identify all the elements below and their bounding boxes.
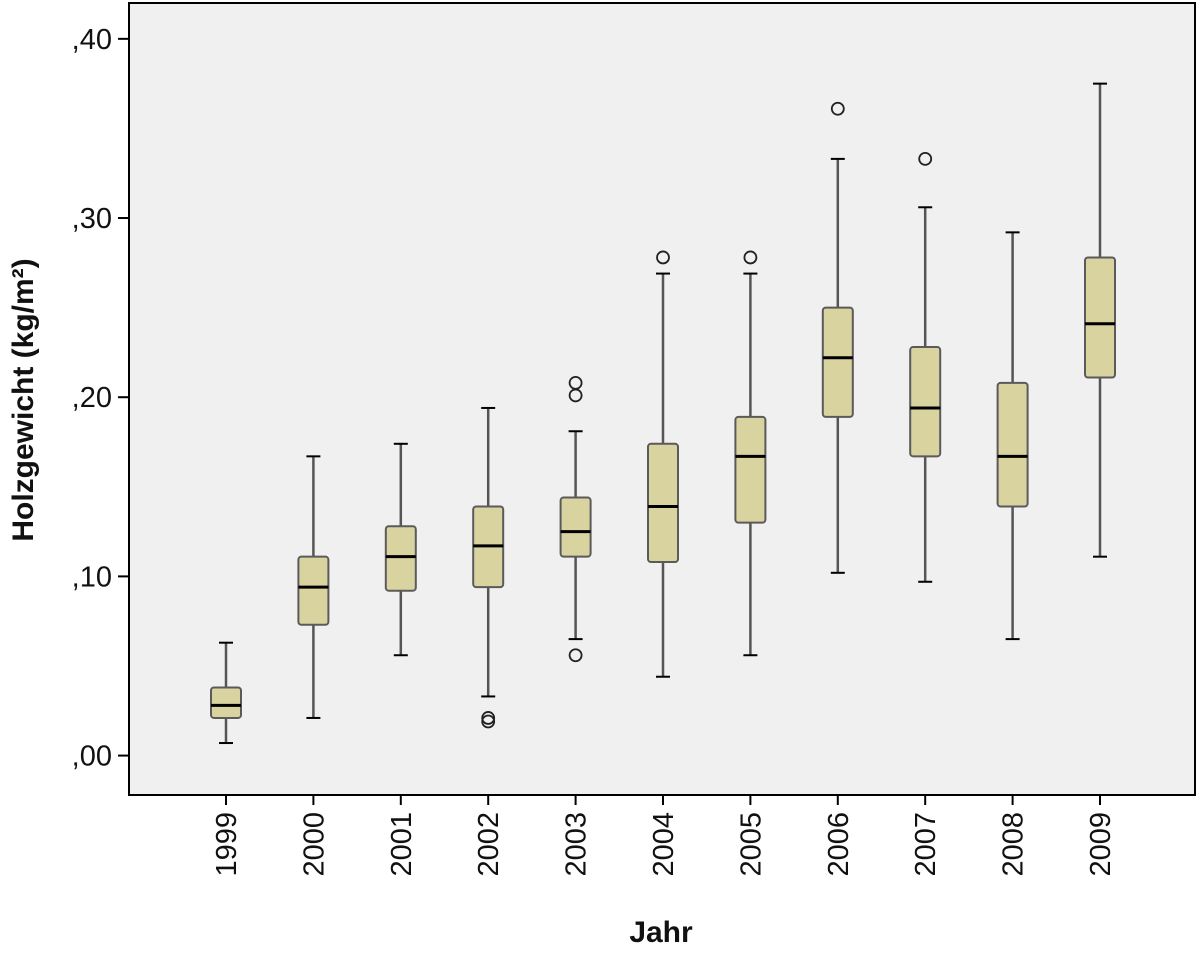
x-tick-label: 1999 xyxy=(211,812,243,877)
y-tick-label: ,00 xyxy=(72,741,112,773)
box-2009 xyxy=(1084,82,1116,558)
x-tick-label: 2003 xyxy=(561,812,593,877)
x-tick-label: 2007 xyxy=(910,812,942,877)
y-tick-label: ,40 xyxy=(72,24,112,56)
x-tick-label: 2002 xyxy=(473,812,505,877)
outlier-point xyxy=(568,648,583,663)
box-iqr xyxy=(821,306,854,418)
outlier-point xyxy=(918,151,933,166)
box-iqr xyxy=(210,686,242,719)
x-axis: 1999 2000 2001 2002 2003 2004 2005 2006 2007 2008… xyxy=(211,795,1117,877)
x-tick-label: 2006 xyxy=(823,812,855,877)
y-axis-title: Holzgewicht (kg/m²) xyxy=(7,258,40,541)
box-2006 xyxy=(821,101,854,574)
plot-frame xyxy=(128,2,1196,796)
y-tick-label: ,10 xyxy=(72,561,112,593)
box-2000 xyxy=(297,455,330,719)
x-tick-label: 2001 xyxy=(386,812,418,877)
box-2005 xyxy=(734,250,767,657)
box-1999 xyxy=(210,641,242,745)
box-iqr xyxy=(1084,256,1116,379)
x-tick-label: 2005 xyxy=(735,812,767,877)
outlier-point xyxy=(568,388,583,403)
box-iqr xyxy=(297,555,330,626)
box-2003 xyxy=(559,375,592,663)
y-tick-label: ,30 xyxy=(72,203,112,235)
box-iqr xyxy=(647,442,679,564)
box-iqr xyxy=(909,346,942,458)
box-2001 xyxy=(384,442,417,657)
outlier-point xyxy=(656,250,670,265)
box-iqr xyxy=(734,415,767,524)
outlier-point xyxy=(830,101,845,116)
box-2002 xyxy=(472,406,505,729)
box-2008 xyxy=(996,231,1029,641)
y-axis: ,00 ,10 ,20 ,30 ,40 xyxy=(72,24,129,773)
outlier-point xyxy=(481,711,496,725)
box-2007 xyxy=(909,151,942,583)
x-axis-title: Jahr xyxy=(629,916,693,949)
outlier-point xyxy=(743,250,758,265)
outlier-point xyxy=(481,714,496,729)
box-iqr xyxy=(384,525,417,592)
chart-marks xyxy=(210,82,1116,745)
box-2004 xyxy=(647,250,679,678)
box-iqr xyxy=(559,496,592,558)
x-tick-label: 2004 xyxy=(648,812,680,877)
box-iqr xyxy=(996,381,1029,508)
y-tick-label: ,20 xyxy=(72,382,112,414)
x-tick-label: 2000 xyxy=(298,812,330,877)
x-tick-label: 2008 xyxy=(998,812,1030,877)
x-tick-label: 2009 xyxy=(1085,812,1117,877)
